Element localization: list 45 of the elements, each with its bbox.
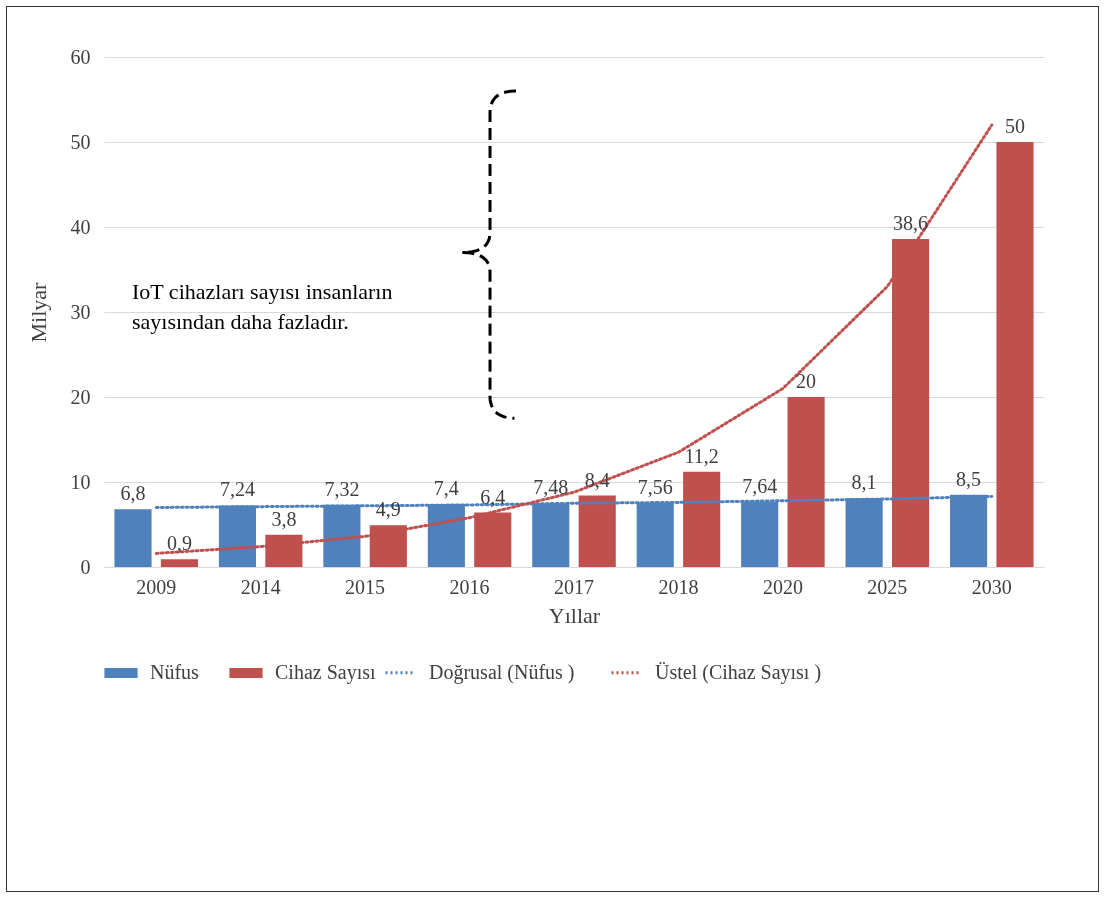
data-label: 7,32 [324, 477, 360, 500]
bar [160, 559, 198, 567]
legend-label: Doğrusal (Nüfus ) [429, 660, 575, 684]
y-tick-label: 40 [70, 215, 91, 238]
legend-label: Cihaz Sayısı [275, 661, 376, 684]
data-label: 50 [1004, 115, 1025, 137]
y-axis-title: Milyar [25, 281, 51, 343]
y-tick-label: 30 [70, 300, 91, 323]
data-label: 7,48 [533, 476, 569, 499]
data-label: 6,4 [480, 485, 506, 508]
data-label: 8,5 [956, 467, 982, 490]
bar [996, 142, 1034, 567]
bar [578, 495, 616, 567]
x-tick-label: 2014 [240, 575, 281, 598]
bar [114, 509, 152, 567]
x-axis-title: Yıllar [548, 602, 601, 628]
x-tick-label: 2025 [867, 575, 908, 598]
annotation: IoT cihazları sayısı insanların sayısından daha fazladır. [132, 279, 393, 334]
x-tick-label: 2016 [449, 575, 490, 598]
data-label: 6,8 [120, 482, 146, 505]
data-label: 7,64 [742, 475, 778, 498]
legend-label: Nüfus [150, 661, 200, 683]
data-label: 11,2 [684, 444, 719, 467]
y-tick-label: 0 [80, 555, 91, 578]
data-label: 3,8 [271, 507, 297, 530]
data-label: 38,6 [893, 211, 929, 234]
y-tick-label: 50 [70, 130, 91, 153]
x-tick-label: 2020 [762, 575, 803, 598]
data-label: 7,24 [219, 478, 255, 501]
data-label: 7,56 [637, 475, 673, 498]
data-label: 8,1 [851, 471, 877, 494]
x-tick-label: 2015 [345, 575, 386, 598]
legend-label: Üstel (Cihaz Sayısı ) [655, 660, 822, 684]
x-tick-label: 2017 [554, 575, 594, 598]
data-label: 20 [796, 370, 817, 392]
bar [787, 397, 825, 567]
y-tick-label: 60 [70, 45, 91, 68]
data-label: 7,4 [433, 477, 459, 500]
bar [683, 471, 721, 567]
y-tick-label: 20 [70, 385, 91, 408]
y-tick-label: 10 [70, 470, 91, 493]
x-tick-label: 2009 [136, 575, 177, 598]
data-label: 0,9 [166, 532, 192, 555]
x-tick-label: 2030 [971, 575, 1012, 598]
x-tick-label: 2018 [658, 575, 699, 598]
